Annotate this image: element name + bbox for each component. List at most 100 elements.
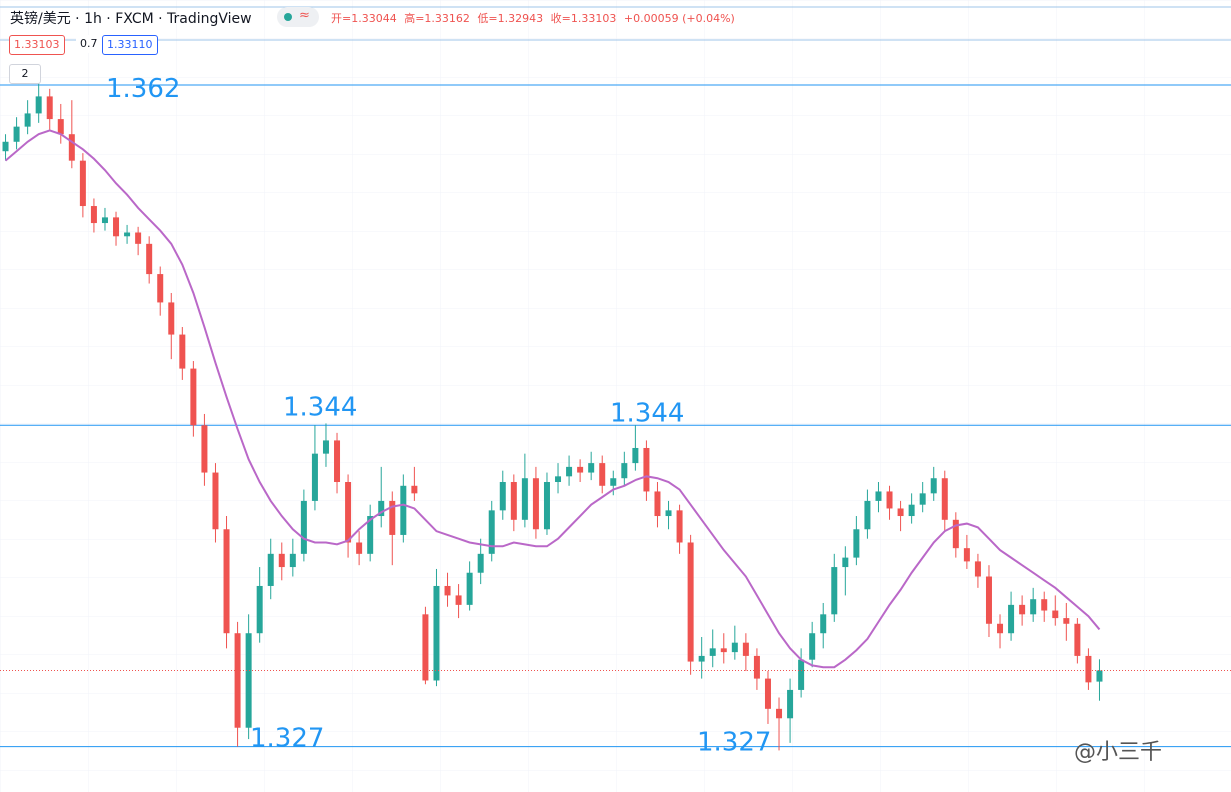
- candle-body: [632, 447, 639, 464]
- candle-body: [709, 648, 716, 656]
- candle-body: [698, 655, 705, 662]
- candle-body: [532, 478, 539, 530]
- candle-body: [864, 500, 871, 530]
- open: 开=1.33044: [331, 12, 397, 25]
- candle-body: [643, 447, 650, 492]
- candle-body: [278, 553, 285, 568]
- candle-body: [245, 633, 252, 728]
- candle-body: [79, 160, 86, 207]
- candle-body: [345, 482, 352, 543]
- candle-body: [411, 485, 418, 494]
- candle-body: [555, 476, 562, 483]
- candle-body: [809, 633, 816, 660]
- close: 收=1.33103: [550, 12, 617, 25]
- candle-body: [941, 478, 948, 520]
- candle-body: [234, 633, 241, 728]
- candle-body: [521, 478, 528, 520]
- watermark: @小三千: [1074, 740, 1163, 765]
- candle-body: [334, 440, 341, 483]
- spread: 0.7: [76, 35, 102, 53]
- candle-body: [997, 623, 1004, 634]
- candle-body: [455, 595, 462, 605]
- candle-body: [1074, 623, 1081, 656]
- candle-body: [135, 232, 142, 244]
- candle-body: [35, 96, 42, 114]
- candle-body: [676, 510, 683, 543]
- candle-body: [322, 440, 329, 454]
- collapse-button[interactable]: 2: [9, 64, 41, 84]
- sell-price[interactable]: 1.33103: [9, 35, 65, 55]
- candle-body: [157, 274, 164, 303]
- candle-body: [566, 466, 573, 477]
- candle-body: [842, 557, 849, 568]
- candle-body: [444, 585, 451, 596]
- candle-body: [90, 206, 97, 224]
- candle-body: [168, 302, 175, 335]
- candle-body: [510, 482, 517, 520]
- candle-body: [256, 585, 263, 634]
- candle-body: [488, 510, 495, 554]
- candle-body: [820, 614, 827, 634]
- status-badge[interactable]: ≈: [277, 7, 319, 27]
- candle-body: [974, 561, 981, 577]
- candle-body: [1008, 604, 1015, 634]
- level-label: 1.362: [106, 74, 180, 104]
- candle-body: [1030, 599, 1037, 615]
- candle-body: [588, 463, 595, 473]
- candle-body: [1085, 655, 1092, 683]
- candle-body: [731, 642, 738, 653]
- candle-body: [179, 334, 186, 369]
- candle-body: [599, 463, 606, 486]
- candle-body: [1041, 599, 1048, 611]
- symbol[interactable]: 英镑/美元 · 1h · FXCM · TradingView: [10, 11, 252, 27]
- candle-body: [798, 659, 805, 690]
- candle-body: [853, 529, 860, 558]
- candle-body: [289, 553, 296, 568]
- candle-body: [985, 576, 992, 624]
- candle-body: [124, 232, 131, 237]
- candle-body: [57, 119, 64, 135]
- level-label: 1.344: [610, 398, 684, 428]
- candle-body: [190, 368, 197, 426]
- candle-body: [356, 542, 363, 554]
- buy-price[interactable]: 1.33110: [102, 35, 158, 55]
- level-label: 1.327: [250, 724, 324, 754]
- candle-body: [930, 478, 937, 494]
- candle-body: [753, 655, 760, 679]
- candle-body: [433, 585, 440, 681]
- candle-body: [577, 466, 584, 473]
- candle-body: [212, 472, 219, 530]
- candle-body: [466, 572, 473, 605]
- candle-body: [311, 453, 318, 501]
- candle-body: [787, 689, 794, 719]
- indicator-icon: ≈: [299, 8, 310, 23]
- candle-body: [886, 491, 893, 509]
- candle-body: [422, 614, 429, 681]
- candle-body: [378, 500, 385, 517]
- ohlc-legend: 开=1.33044 高=1.33162 低=1.32943 收=1.33103 …: [331, 10, 739, 26]
- candle-body: [621, 463, 628, 479]
- candle-body: [1019, 604, 1026, 615]
- candle-body: [2, 141, 9, 152]
- candle-body: [46, 96, 53, 120]
- candle-body: [499, 482, 506, 511]
- candle-body: [68, 134, 75, 161]
- candle-body: [776, 708, 783, 719]
- candle-body: [113, 217, 120, 237]
- candle-body: [742, 642, 749, 656]
- moving-average: [4, 129, 1101, 669]
- candle-body: [919, 493, 926, 505]
- candle-body: [300, 500, 307, 554]
- candle-body: [201, 425, 208, 473]
- candle-body: [1052, 610, 1059, 619]
- candle-body: [146, 243, 153, 275]
- candle-body: [477, 553, 484, 573]
- plot-area: 1.362 1.344 1.344 1.327 1.327: [0, 6, 1231, 758]
- high: 高=1.33162: [404, 12, 470, 25]
- candle-body: [389, 500, 396, 535]
- candle-body: [13, 126, 20, 142]
- candle-body: [908, 504, 915, 517]
